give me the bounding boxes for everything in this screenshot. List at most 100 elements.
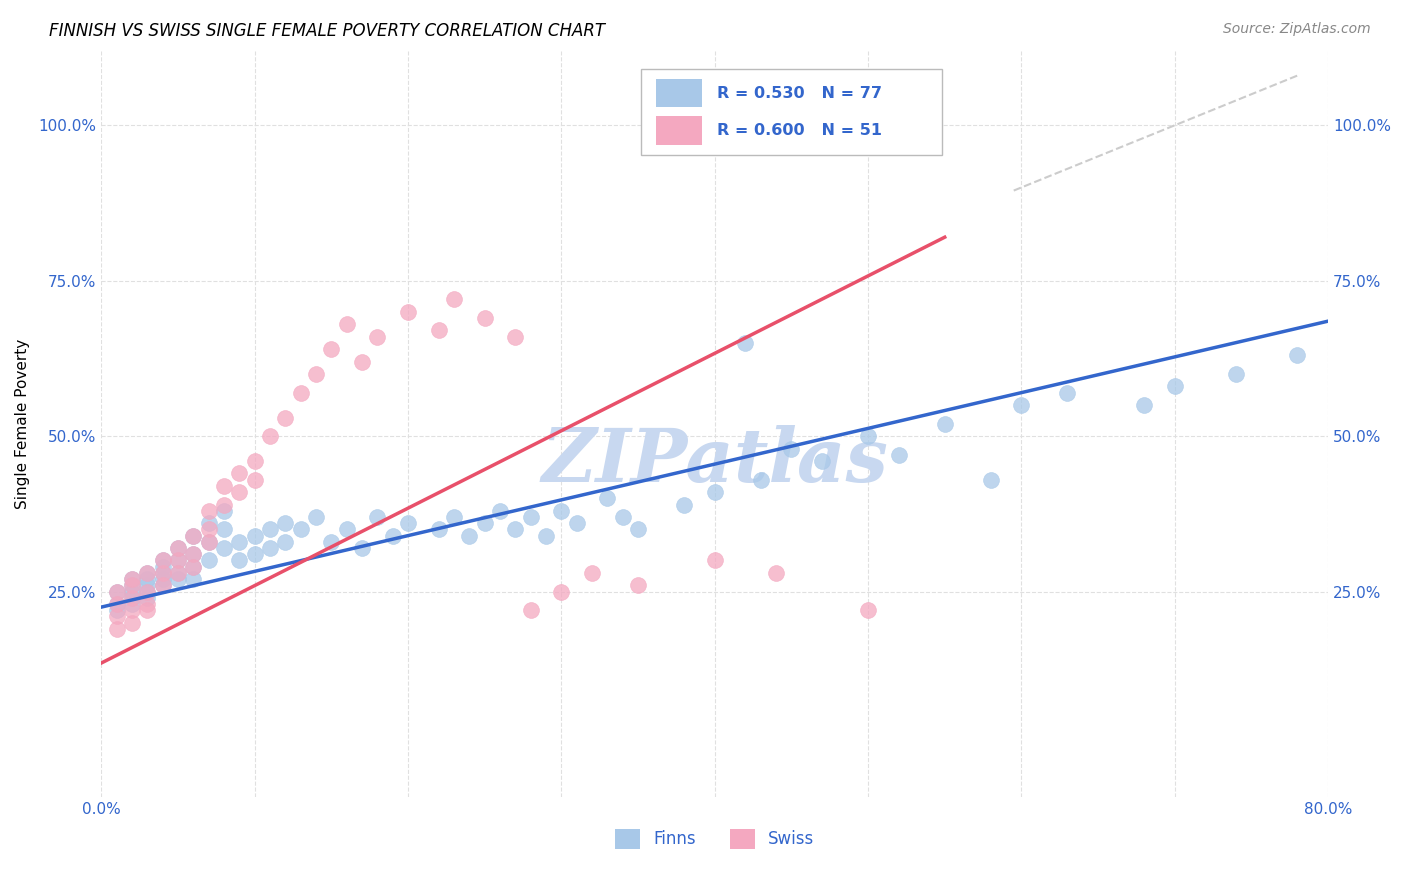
Point <box>321 534 343 549</box>
Point <box>212 541 235 555</box>
Point <box>259 541 281 555</box>
Point <box>181 559 204 574</box>
Point <box>519 510 541 524</box>
Y-axis label: Single Female Poverty: Single Female Poverty <box>15 339 30 508</box>
Point <box>121 578 143 592</box>
Point <box>181 547 204 561</box>
Point <box>856 429 879 443</box>
Point <box>212 504 235 518</box>
Point <box>152 578 174 592</box>
Point <box>181 547 204 561</box>
Point <box>136 566 159 580</box>
Point <box>627 523 650 537</box>
Point <box>381 528 404 542</box>
Point <box>197 504 219 518</box>
Point <box>152 578 174 592</box>
Point <box>672 498 695 512</box>
Point <box>121 591 143 605</box>
FancyBboxPatch shape <box>641 70 942 155</box>
Point <box>167 572 190 586</box>
Point <box>336 523 359 537</box>
Point <box>105 622 128 636</box>
Point <box>243 528 266 542</box>
Point <box>336 317 359 331</box>
Point <box>856 603 879 617</box>
Point <box>489 504 512 518</box>
Point <box>105 584 128 599</box>
Text: R = 0.600   N = 51: R = 0.600 N = 51 <box>717 123 882 138</box>
Point <box>350 541 373 555</box>
Point <box>749 473 772 487</box>
Point <box>703 553 725 567</box>
Point <box>350 354 373 368</box>
Point <box>427 323 450 337</box>
Point <box>197 534 219 549</box>
Point <box>136 603 159 617</box>
Point <box>181 528 204 542</box>
Point <box>581 566 603 580</box>
Point <box>243 547 266 561</box>
Point <box>136 578 159 592</box>
Point <box>136 584 159 599</box>
Point <box>105 597 128 611</box>
Point <box>152 553 174 567</box>
Point <box>596 491 619 506</box>
Point <box>197 553 219 567</box>
Point <box>105 603 128 617</box>
Point <box>197 516 219 531</box>
FancyBboxPatch shape <box>655 79 703 107</box>
Point <box>321 342 343 356</box>
Text: Source: ZipAtlas.com: Source: ZipAtlas.com <box>1223 22 1371 37</box>
Point <box>503 329 526 343</box>
Point <box>1225 367 1247 381</box>
Point <box>565 516 588 531</box>
Point <box>1056 385 1078 400</box>
Text: ZIPatlas: ZIPatlas <box>541 425 889 497</box>
Point <box>765 566 787 580</box>
Point <box>534 528 557 542</box>
Point <box>105 584 128 599</box>
Point <box>228 534 250 549</box>
Point <box>121 597 143 611</box>
Point <box>105 597 128 611</box>
Point <box>811 454 834 468</box>
Point <box>290 385 312 400</box>
Point <box>152 566 174 580</box>
Point <box>136 566 159 580</box>
Point <box>366 329 388 343</box>
Point <box>443 510 465 524</box>
Point <box>197 534 219 549</box>
Point <box>136 597 159 611</box>
Point <box>427 523 450 537</box>
Point <box>105 609 128 624</box>
Point <box>627 578 650 592</box>
Point <box>780 442 803 456</box>
Point <box>121 572 143 586</box>
Point <box>121 591 143 605</box>
Point <box>197 523 219 537</box>
Point <box>274 534 297 549</box>
Point <box>121 578 143 592</box>
Point <box>259 523 281 537</box>
Point <box>274 516 297 531</box>
Point <box>212 479 235 493</box>
Point <box>1164 379 1187 393</box>
Point <box>612 510 634 524</box>
Point <box>290 523 312 537</box>
Point <box>152 553 174 567</box>
Point <box>474 516 496 531</box>
Point <box>181 528 204 542</box>
Point <box>228 485 250 500</box>
Point <box>458 528 481 542</box>
Point <box>121 603 143 617</box>
Point <box>136 584 159 599</box>
Point <box>136 591 159 605</box>
Point <box>121 572 143 586</box>
Point <box>228 553 250 567</box>
Point <box>1010 398 1032 412</box>
Point <box>366 510 388 524</box>
Point <box>212 523 235 537</box>
Point <box>181 572 204 586</box>
Point <box>305 510 328 524</box>
FancyBboxPatch shape <box>655 116 703 145</box>
